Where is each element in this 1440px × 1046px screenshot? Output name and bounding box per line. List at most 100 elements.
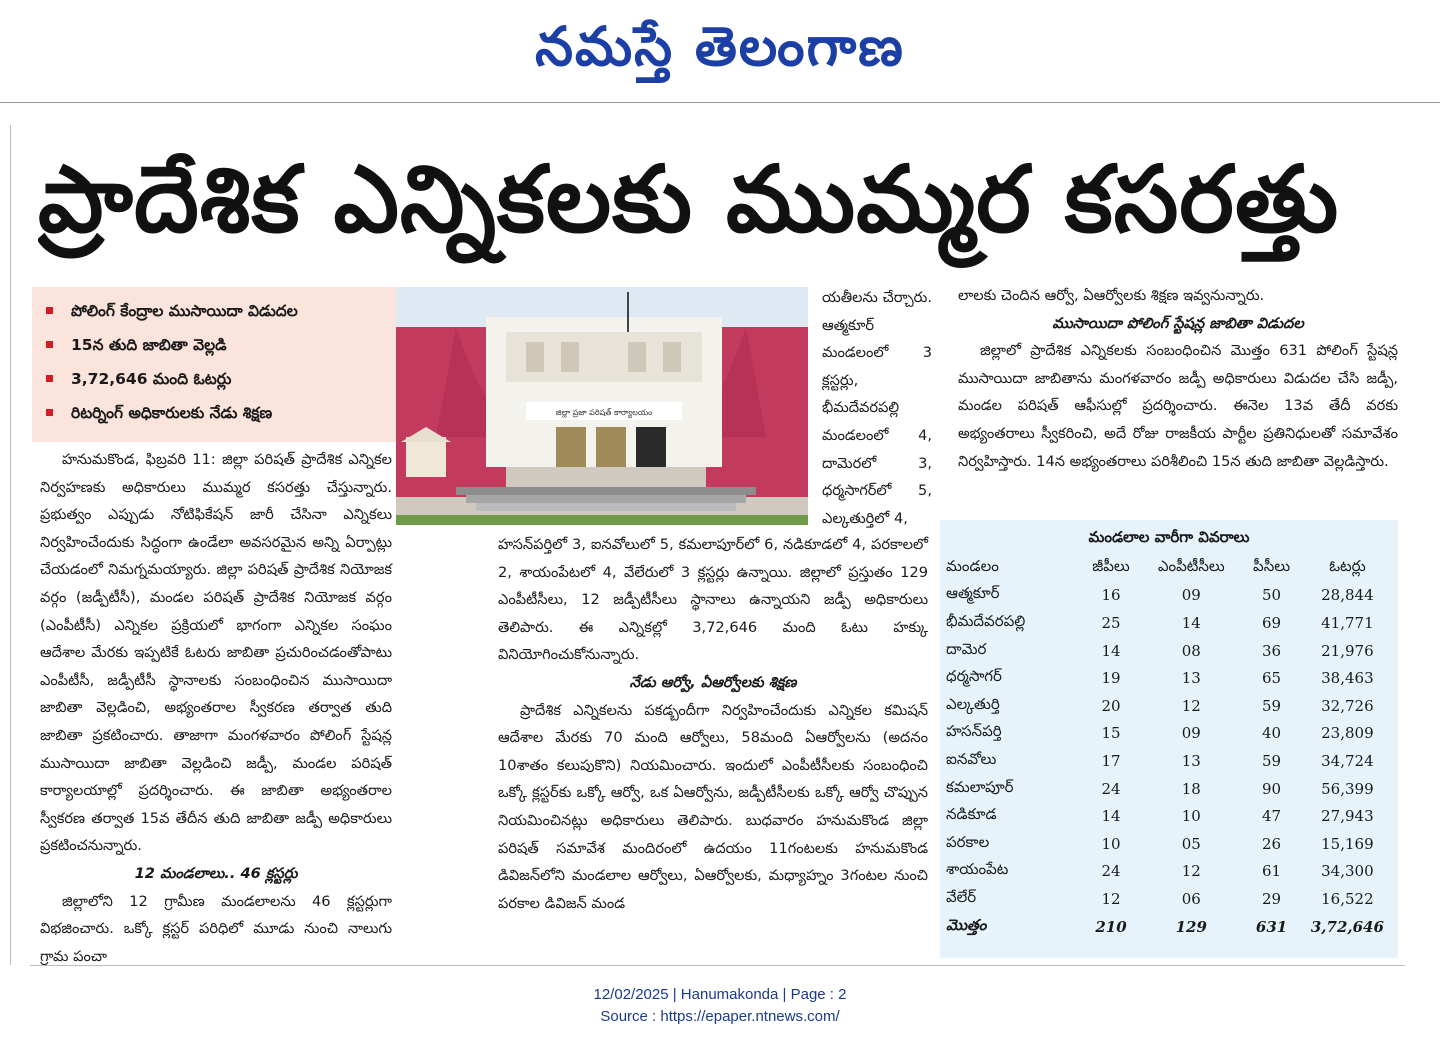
article-paragraph: ప్రాదేశిక ఎన్నికలను పకడ్బందీగా నిర్వహించ… xyxy=(498,701,928,912)
table-row: శాయంపేట 24 12 61 34,300 xyxy=(946,858,1392,886)
footer: 12/02/2025 | Hanumakonda | Page : 2 Sour… xyxy=(0,984,1440,1028)
footer-date-line: 12/02/2025 | Hanumakonda | Page : 2 xyxy=(593,986,847,1003)
table-cell-value: 59 xyxy=(1262,751,1282,770)
table-cell-value: 21,976 xyxy=(1321,641,1374,660)
table-cell-value: 28,844 xyxy=(1321,586,1374,605)
table-cell-value: 61 xyxy=(1262,862,1282,881)
table-cell-value: 32,726 xyxy=(1321,696,1374,715)
table-cell-value: 23,809 xyxy=(1321,724,1374,743)
table-cell-mandal: పరకాల xyxy=(946,832,990,851)
table-header-row: మండలం జీపీలు ఎంపీటీసీలు పీసీలు ఓటర్లు xyxy=(946,554,1392,582)
table-cell-value: 18 xyxy=(1181,779,1201,798)
left-divider xyxy=(10,125,11,965)
table-cell-value: 05 xyxy=(1181,834,1201,853)
table-cell-mandal: ధర్మసాగర్ xyxy=(946,667,1002,686)
table-cell-value: 47 xyxy=(1262,807,1282,826)
table-cell-value: 26 xyxy=(1262,834,1282,853)
table-cell-mandal: ఎల్కతుర్తి xyxy=(946,694,1000,713)
table-title: మండలాల వారీగా వివరాలు xyxy=(1088,528,1250,546)
table-cell-mandal: భీమదేవరపల్లి xyxy=(946,611,1026,630)
table-cell-mandal: నడికూడ xyxy=(946,805,997,824)
table-cell-value: 27,943 xyxy=(1321,807,1374,826)
highlight-item: 3,72,646 మంది ఓటర్లు xyxy=(46,365,231,393)
table-cell-value: 210 xyxy=(1095,917,1127,936)
mandal-table-box: మండలాల వారీగా వివరాలు మండలం జీపీలు ఎంపీట… xyxy=(940,520,1398,958)
table-cell-value: 14 xyxy=(1101,807,1121,826)
table-cell-value: 34,724 xyxy=(1321,751,1374,770)
article-paragraph: జిల్లాలోని 12 గ్రామీణ మండలాలను 46 క్లస్ట… xyxy=(40,892,392,965)
table-cell-value: 13 xyxy=(1181,751,1201,770)
table-cell-value: 69 xyxy=(1262,613,1282,632)
table-cell-value: 15,169 xyxy=(1321,834,1374,853)
article-column-1: హనుమకొండ, ఫిబ్రవరి 11: జిల్లా పరిషత్ ప్ర… xyxy=(40,446,392,970)
table-row: ఆత్మకూర్ 16 09 50 28,844 xyxy=(946,582,1392,610)
highlight-item: రిటర్నింగ్ అధికారులకు నేడు శిక్షణ xyxy=(46,399,272,427)
table-cell-value: 12 xyxy=(1181,696,1201,715)
table-row: హసన్‌పర్తి 15 09 40 23,809 xyxy=(946,720,1392,748)
table-cell-value: 15 xyxy=(1101,724,1121,743)
table-row: ఎల్కతుర్తి 20 12 59 32,726 xyxy=(946,692,1392,720)
highlights-box: పోలింగ్ కేంద్రాల ముసాయిదా విడుదల 15న తుద… xyxy=(32,287,396,442)
table-cell-value: 10 xyxy=(1101,834,1121,853)
table-row: నడికూడ 14 10 47 27,943 xyxy=(946,802,1392,830)
bullet-icon xyxy=(46,341,53,348)
table-row: ఐనవోలు 17 13 59 34,724 xyxy=(946,747,1392,775)
table-row: కమలాపూర్ 24 18 90 56,399 xyxy=(946,775,1392,803)
table-cell-value: 19 xyxy=(1101,669,1121,688)
masthead: నమస్తే తెలంగాణ xyxy=(0,0,1440,100)
table-cell-value: 16 xyxy=(1101,586,1121,605)
table-cell-value: 12 xyxy=(1181,862,1201,881)
table-cell-value: 36 xyxy=(1262,641,1282,660)
table-cell-value: 631 xyxy=(1255,917,1288,936)
bullet-icon xyxy=(46,375,53,382)
article-column-3: లాలకు చెందిన ఆర్వో, ఏఆర్వోలకు శిక్షణ ఇవ్… xyxy=(958,282,1398,475)
article-column-2-top: యతీలను చేర్చారు. ఆత్మకూర్ మండలంలో 3 క్లస… xyxy=(822,284,932,532)
table-cell-value: 59 xyxy=(1262,696,1282,715)
table-cell-value: 41,771 xyxy=(1321,613,1374,632)
table-cell-value: 12 xyxy=(1101,889,1121,908)
article-paragraph: లాలకు చెందిన ఆర్వో, ఏఆర్వోలకు శిక్షణ ఇవ్… xyxy=(958,287,1265,304)
masthead-divider xyxy=(0,102,1440,103)
table-header: ఎంపీటీసీలు xyxy=(1157,556,1225,575)
table-total-row: మొత్తం 210 129 631 3,72,646 xyxy=(946,913,1392,941)
table-cell-mandal: ఆత్మకూర్ xyxy=(946,584,1000,603)
table-cell-value: 40 xyxy=(1262,724,1282,743)
mandal-table: మండలం జీపీలు ఎంపీటీసీలు పీసీలు ఓటర్లు ఆత… xyxy=(946,554,1392,940)
table-cell-value: 06 xyxy=(1181,889,1201,908)
headline: ప్రాదేశిక ఎన్నికలకు ముమ్మర కసరత్తు xyxy=(38,146,1340,253)
table-cell-value: 56,399 xyxy=(1321,779,1374,798)
table-header: మండలం xyxy=(946,556,999,575)
table-header: పీసీలు xyxy=(1253,556,1291,575)
table-cell-value: 38,463 xyxy=(1321,669,1374,688)
table-cell-mandal: ఐనవోలు xyxy=(946,749,997,768)
table-cell-value: 34,300 xyxy=(1321,862,1374,881)
table-cell-value: 17 xyxy=(1101,751,1121,770)
table-header: జీపీలు xyxy=(1092,556,1130,575)
table-row: పరకాల 10 05 26 15,169 xyxy=(946,830,1392,858)
table-cell-value: 09 xyxy=(1181,586,1201,605)
table-cell-value: 10 xyxy=(1181,807,1201,826)
table-row: వేలేర్ 12 06 29 16,522 xyxy=(946,885,1392,913)
highlight-item: పోలింగ్ కేంద్రాల ముసాయిదా విడుదల xyxy=(46,297,298,325)
masthead-logo: నమస్తే తెలంగాణ xyxy=(535,15,905,78)
footer-source-line: Source : https://epaper.ntnews.com/ xyxy=(600,1008,840,1025)
table-cell-value: 65 xyxy=(1262,669,1282,688)
table-cell-mandal: కమలాపూర్ xyxy=(946,777,1014,796)
table-cell-value: 16,522 xyxy=(1321,889,1374,908)
table-cell-mandal: హసన్‌పర్తి xyxy=(946,722,1002,741)
highlight-item: 15న తుది జాబితా వెల్లడి xyxy=(46,331,227,359)
table-cell-value: 90 xyxy=(1262,779,1282,798)
table-row: భీమదేవరపల్లి 25 14 69 41,771 xyxy=(946,609,1392,637)
table-cell-value: 14 xyxy=(1101,641,1121,660)
section-subhead: నేడు ఆర్వో, ఏఆర్వోలకు శిక్షణ xyxy=(629,673,797,691)
table-cell-value: 24 xyxy=(1101,779,1121,798)
article-paragraph: హసన్‌పర్తిలో 3, ఐనవోలులో 5, కమలాపూర్‌లో … xyxy=(498,536,928,664)
table-cell-mandal: దామెర xyxy=(946,639,987,658)
table-cell-mandal: మొత్తం xyxy=(946,915,987,934)
article-paragraph: జిల్లాలో ప్రాదేశిక ఎన్నికలకు సంబంధించిన … xyxy=(958,342,1398,470)
section-subhead: 12 మండలాలు.. 46 క్లస్టర్లు xyxy=(134,864,298,882)
table-cell-value: 3,72,646 xyxy=(1310,917,1384,936)
footer-divider xyxy=(30,965,1405,966)
bullet-icon xyxy=(46,409,53,416)
table-cell-value: 20 xyxy=(1101,696,1121,715)
